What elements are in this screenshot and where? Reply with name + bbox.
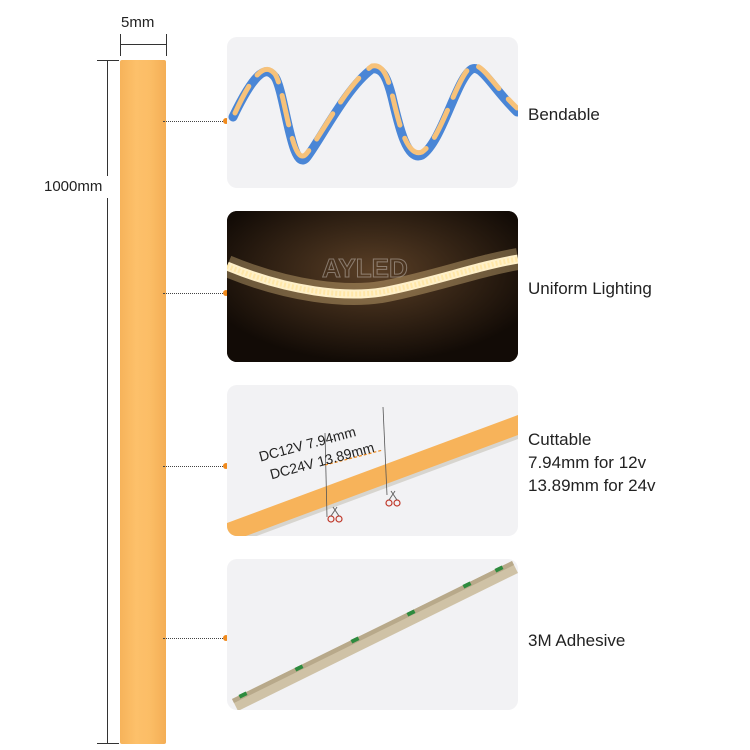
cuttable-detail-12v: 7.94mm for 12v [528,453,647,472]
leader-dot-cuttable [223,463,229,469]
leader-line-bendable [163,121,227,122]
cuttable-detail-24v: 13.89mm for 24v [528,476,656,495]
feature-title-lighting: Uniform Lighting [528,279,652,298]
lighting-panel: AYLED [227,211,518,362]
scissors-icon-2 [385,490,401,507]
width-dimension-line [120,44,167,45]
bendable-strip-image [228,63,518,165]
width-tick-right [166,34,167,56]
cut-mark-1 [324,432,328,518]
length-label-bg [40,176,120,198]
feature-title-cuttable: Cuttable [528,430,592,449]
adhesive-tape-image [232,561,518,710]
scissors-icon-1 [327,506,343,523]
3m-print-pattern [238,565,504,699]
watermark-logo: AYLED [322,253,408,283]
feature-title-bendable: Bendable [528,105,600,124]
length-tick-bottom [97,743,119,744]
leader-dot-bendable [223,118,229,124]
length-label: 1000mm [44,178,103,195]
length-tick-top [97,60,119,61]
adhesive-panel [227,559,518,710]
width-tick-left [120,34,121,56]
cuttable-panel: DC12V 7.94mm DC24V 13.89mm [227,385,518,536]
lit-strip-image: AYLED [227,211,518,362]
led-strip [120,60,166,744]
length-dimension-line [107,60,108,744]
leader-line-adhesive [163,638,227,639]
bendable-panel [227,37,518,188]
cut-mark-2 [382,406,388,496]
width-label: 5mm [121,14,155,31]
leader-dot-lighting [223,290,229,296]
feature-title-adhesive: 3M Adhesive [528,631,626,650]
leader-line-cuttable [163,466,227,467]
leader-dot-adhesive [223,635,229,641]
feature-cuttable: Cuttable 7.94mm for 12v 13.89mm for 24v [528,428,656,497]
leader-line-lighting [163,293,227,294]
cut-strip-image: DC12V 7.94mm DC24V 13.89mm [227,406,518,536]
